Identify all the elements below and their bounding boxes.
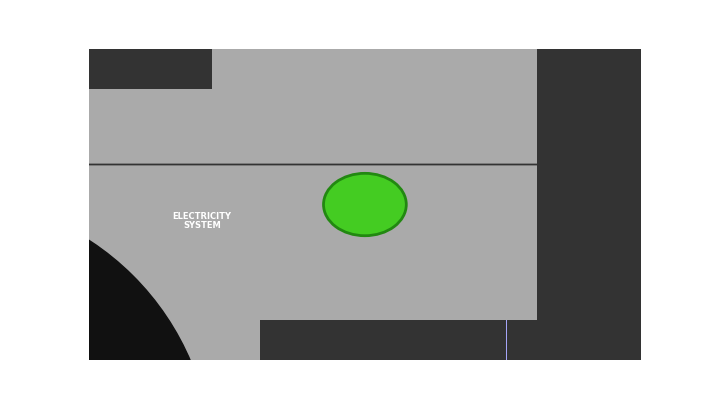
Polygon shape — [0, 131, 119, 405]
Bar — [212, 0, 538, 320]
Polygon shape — [0, 0, 712, 164]
Bar — [648, 89, 712, 397]
FancyBboxPatch shape — [56, 0, 712, 405]
Circle shape — [0, 196, 212, 405]
Polygon shape — [0, 0, 78, 405]
Circle shape — [0, 0, 429, 405]
Polygon shape — [0, 0, 712, 221]
Polygon shape — [119, 131, 712, 405]
Text: SYSTEM: SYSTEM — [183, 221, 221, 230]
Polygon shape — [0, 202, 712, 405]
FancyBboxPatch shape — [0, 0, 489, 405]
Circle shape — [0, 250, 78, 405]
FancyBboxPatch shape — [39, 0, 712, 405]
Polygon shape — [41, 131, 197, 405]
Bar — [700, 0, 712, 320]
Text: ELECTRICITY: ELECTRICITY — [172, 212, 231, 222]
FancyBboxPatch shape — [0, 0, 569, 405]
FancyBboxPatch shape — [0, 0, 691, 405]
Bar — [0, 89, 260, 397]
FancyBboxPatch shape — [127, 0, 712, 405]
Polygon shape — [0, 0, 351, 131]
Polygon shape — [0, 142, 712, 405]
Polygon shape — [0, 0, 137, 256]
Bar — [0, 0, 49, 320]
Circle shape — [0, 0, 351, 362]
Polygon shape — [137, 0, 712, 256]
FancyBboxPatch shape — [20, 0, 712, 405]
Polygon shape — [0, 380, 712, 405]
Ellipse shape — [323, 173, 407, 236]
FancyBboxPatch shape — [14, 0, 712, 405]
